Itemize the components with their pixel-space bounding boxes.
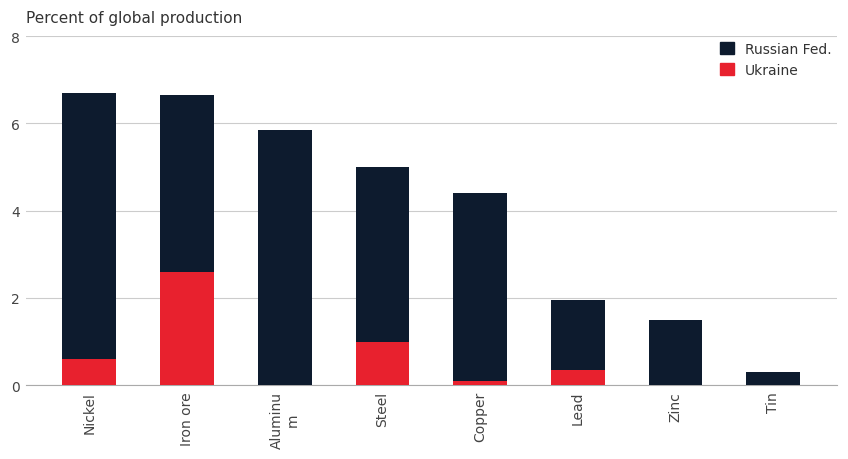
Bar: [160, 96, 214, 272]
Bar: [649, 320, 702, 386]
Bar: [551, 301, 605, 370]
Bar: [355, 168, 410, 342]
Bar: [160, 272, 214, 386]
Bar: [63, 359, 116, 386]
Bar: [453, 381, 507, 386]
Text: Percent of global production: Percent of global production: [25, 11, 242, 26]
Bar: [453, 194, 507, 381]
Bar: [258, 131, 311, 386]
Bar: [551, 370, 605, 386]
Legend: Russian Fed., Ukraine: Russian Fed., Ukraine: [714, 37, 837, 83]
Bar: [746, 372, 800, 386]
Bar: [355, 342, 410, 386]
Bar: [63, 94, 116, 359]
